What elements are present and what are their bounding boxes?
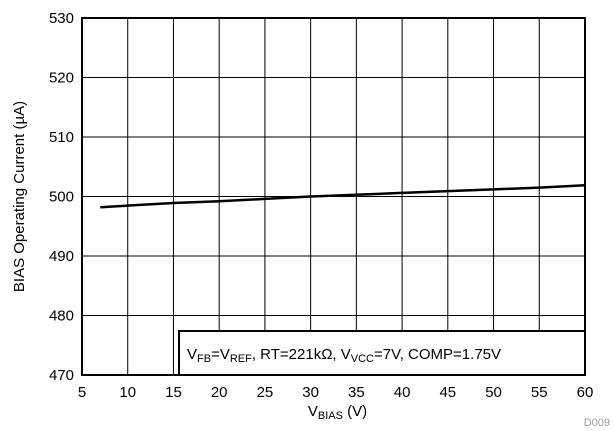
x-tick-label: 55 <box>531 384 548 401</box>
x-tick-label: 40 <box>394 384 411 401</box>
y-tick-label: 500 <box>49 189 74 206</box>
x-tick-label: 15 <box>165 384 182 401</box>
x-tick-label: 35 <box>348 384 365 401</box>
y-tick-label: 510 <box>49 129 74 146</box>
y-axis-label: BIAS Operating Current (µA) <box>11 101 28 292</box>
x-tick-label: 50 <box>485 384 502 401</box>
y-tick-label: 520 <box>49 70 74 87</box>
y-tick-labels: 470 480 490 500 510 520 530 <box>49 10 74 384</box>
annotation-box: VFB=VREF, RT=221kΩ, VVCC=7V, COMP=1.75V <box>178 330 586 376</box>
series-line-0 <box>100 183 586 209</box>
plot-frame <box>81 17 586 376</box>
annotation-text: VFB=VREF, RT=221kΩ, VVCC=7V, COMP=1.75V <box>187 346 501 365</box>
y-tick-label: 470 <box>49 367 74 384</box>
x-axis-label: VBIAS (V) <box>308 403 367 422</box>
x-tick-labels: 5 10 15 20 25 30 35 40 45 50 55 60 <box>78 384 594 401</box>
y-tick-label: 530 <box>49 10 74 27</box>
x-tick-label: 25 <box>257 384 274 401</box>
x-tick-label: 45 <box>439 384 456 401</box>
x-tick-label: 5 <box>78 384 86 401</box>
series-group <box>100 183 586 209</box>
x-tick-label: 30 <box>302 384 319 401</box>
figure-code: D009 <box>584 417 610 429</box>
x-tick-label: 20 <box>211 384 228 401</box>
y-tick-label: 480 <box>49 308 74 325</box>
y-tick-label: 490 <box>49 248 74 265</box>
x-tick-label: 60 <box>577 384 594 401</box>
x-tick-label: 10 <box>119 384 136 401</box>
